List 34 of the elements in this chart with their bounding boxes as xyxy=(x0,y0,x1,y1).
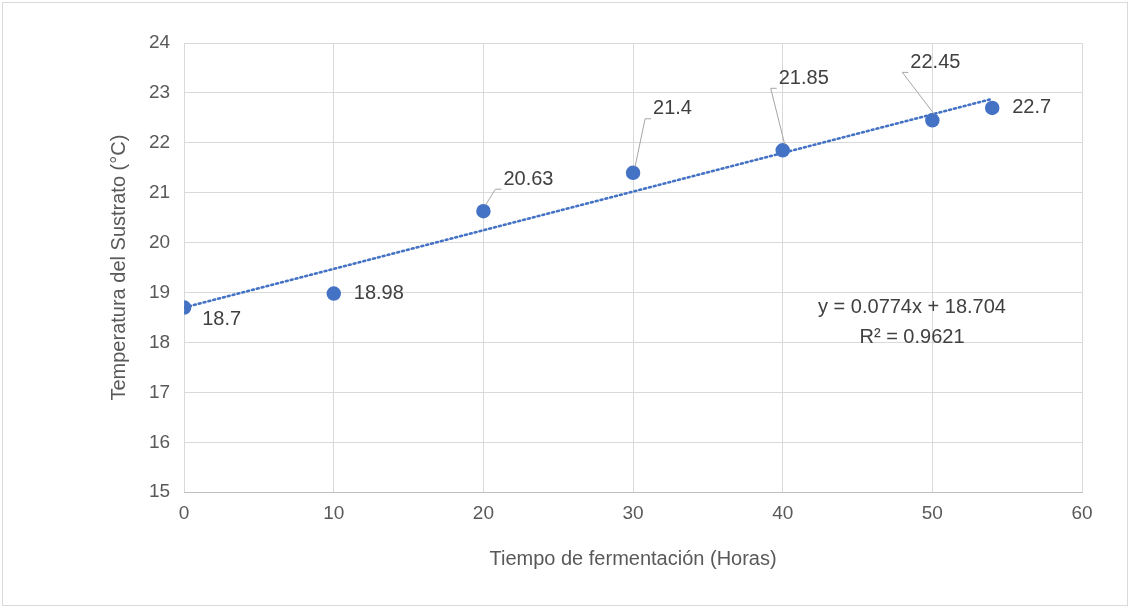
y-tick-label: 15 xyxy=(148,480,171,502)
y-tick-label: 20 xyxy=(148,230,171,252)
point xyxy=(476,203,491,219)
point xyxy=(326,286,342,301)
y-tick-label: 18 xyxy=(148,330,171,352)
y-tick-label: 16 xyxy=(148,430,171,452)
x-tick-label: 0 xyxy=(178,501,190,523)
point xyxy=(925,113,940,128)
y-tick-label: 23 xyxy=(148,81,171,103)
data-label: 22.7 xyxy=(1012,95,1052,118)
x-tick-label: 60 xyxy=(1071,501,1093,523)
y-tick-label: 21 xyxy=(148,180,171,202)
x-tick-label: 20 xyxy=(472,501,494,523)
x-tick-label: 30 xyxy=(622,501,644,523)
y-tick-label: 22 xyxy=(148,131,171,153)
annotation: y = 0.0774x + 18.704 xyxy=(818,294,1006,317)
point xyxy=(775,143,790,158)
x-tick-label: 10 xyxy=(323,501,345,523)
y-tick-label: 17 xyxy=(148,380,171,402)
data-label: 21.4 xyxy=(653,96,692,119)
point xyxy=(625,165,641,181)
annotation: R² = 0.9621 xyxy=(859,324,965,347)
x-axis-title: Tiempo de fermentación (Horas) xyxy=(489,546,777,569)
data-label: 18.98 xyxy=(353,281,404,304)
y-axis-title: Temperatura del Sustrato (°C) xyxy=(106,134,129,401)
data-label: 18.7 xyxy=(202,307,242,330)
x-tick-label: 50 xyxy=(921,501,943,523)
y-tick-label: 24 xyxy=(148,31,171,53)
data-label: 21.85 xyxy=(778,65,829,88)
data-label: 20.63 xyxy=(503,166,554,189)
data-label: 22.45 xyxy=(910,49,961,72)
x-tick-label: 40 xyxy=(772,501,794,523)
point xyxy=(984,100,1000,116)
y-tick-label: 19 xyxy=(148,280,171,302)
